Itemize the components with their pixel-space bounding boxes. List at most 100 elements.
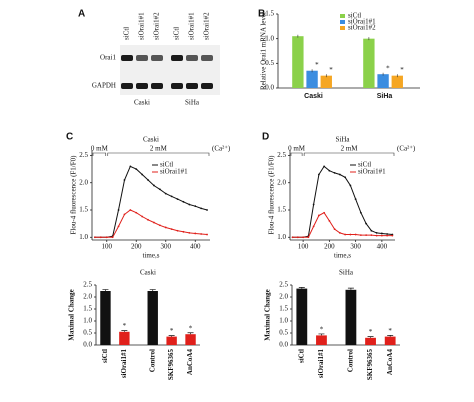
blot-band: [121, 83, 133, 89]
significance-marker: *: [189, 324, 193, 332]
bar: [384, 336, 396, 345]
blot-band: [171, 55, 183, 61]
series-point: [200, 233, 203, 235]
x-tick-label: 200: [131, 243, 142, 251]
series-point: [164, 192, 167, 195]
phase-bracket: [290, 152, 303, 156]
y-tick-label: 0.5: [279, 329, 288, 337]
y-tick-label: 1.5: [277, 206, 286, 214]
significance-marker: *: [315, 61, 319, 69]
y-tick-label: 2.5: [83, 281, 92, 289]
series-point: [338, 173, 341, 176]
bar: [316, 335, 327, 345]
series-point: [328, 220, 331, 222]
series-point: [359, 211, 362, 214]
series-point: [194, 205, 197, 208]
series-point: [317, 214, 320, 217]
blot-group-label: Caski: [134, 99, 150, 107]
y-axis-label: Flou-4 fluorescence (F1/F0): [268, 155, 276, 235]
bar: [147, 291, 158, 345]
x-tick-label: 400: [377, 243, 388, 251]
series-point: [349, 184, 352, 187]
series-point: [359, 234, 362, 236]
bar: [119, 331, 130, 345]
series-point: [182, 230, 185, 233]
series-point: [117, 225, 120, 228]
significance-marker: *: [320, 326, 324, 334]
series-point: [200, 207, 203, 210]
phase-label: 2 mM: [341, 145, 359, 153]
y-tick-label: 1.5: [265, 10, 274, 18]
series-point: [153, 184, 155, 187]
y-tick-label: 2.0: [79, 178, 88, 186]
blot-column-label: siOrai1#2: [153, 12, 161, 40]
phase-bracket: [107, 152, 210, 156]
error-bar: [168, 335, 175, 337]
blot-column-label: siOrai1#2: [203, 12, 211, 40]
series-point: [135, 168, 138, 170]
x-tick-label: Control: [148, 349, 156, 372]
x-tick-label: siOrai1#1: [317, 349, 325, 379]
error-bar: [367, 336, 374, 338]
x-tick-label: AnCoA4: [386, 349, 394, 376]
series-point: [188, 232, 191, 234]
series-line: [95, 209, 208, 238]
series-point: [380, 232, 383, 235]
legend-label: siOrai1#1: [348, 18, 376, 26]
x-tick-label: siCtl: [101, 349, 109, 363]
series-point: [105, 236, 108, 239]
y-tick-label: 2.0: [279, 293, 288, 301]
blot-column-label: siCtl: [123, 27, 131, 40]
significance-marker: *: [388, 327, 392, 335]
legend-swatch: [340, 14, 345, 18]
series-point: [123, 213, 126, 216]
y-tick-label: 2.5: [277, 151, 286, 159]
series-point: [206, 209, 208, 211]
series-point: [111, 236, 114, 239]
bar: [377, 74, 389, 88]
series-point: [354, 198, 357, 200]
error-bar: [121, 330, 128, 332]
phase-label: 0 mM: [288, 145, 306, 153]
bar: [296, 288, 308, 345]
significance-marker: *: [329, 66, 333, 74]
chart-title: Caski: [143, 136, 159, 144]
bar: [320, 75, 332, 88]
bar: [292, 36, 304, 88]
blot-band: [136, 55, 148, 61]
legend-label: siCtl: [348, 12, 361, 20]
series-point: [170, 195, 173, 198]
x-tick-label: siOrai1#1: [120, 349, 128, 379]
series-point: [317, 173, 320, 176]
y-tick-label: 2.5: [79, 151, 88, 159]
series-point: [375, 232, 378, 234]
y-axis-label: Relative Orai1 mRNA level: [260, 12, 268, 90]
y-tick-label: 0.5: [83, 329, 92, 337]
panel-label: B: [258, 9, 265, 20]
series-point: [129, 165, 132, 168]
x-axis-label: time,s: [334, 252, 351, 260]
series-point: [323, 211, 326, 214]
bar: [306, 70, 318, 88]
y-tick-label: 0.0: [279, 341, 288, 349]
series-point: [386, 233, 389, 235]
series-point: [176, 198, 179, 200]
y-tick-label: 1.5: [83, 305, 92, 313]
y-tick-label: 1.0: [279, 317, 288, 325]
error-bar: [149, 289, 156, 291]
bar: [185, 334, 196, 345]
legend-swatch: [340, 20, 345, 24]
blot-row-label: GAPDH: [92, 82, 116, 90]
x-tick-label: 400: [190, 243, 201, 251]
series-point: [123, 179, 126, 181]
series-point: [354, 233, 357, 236]
significance-marker: *: [386, 64, 390, 72]
bar: [166, 336, 177, 345]
error-bar: [298, 287, 305, 289]
error-bar: [187, 332, 194, 335]
panel-label: D: [262, 132, 269, 143]
series-point: [333, 228, 336, 230]
series-point: [147, 218, 149, 221]
blot-band: [186, 83, 198, 89]
